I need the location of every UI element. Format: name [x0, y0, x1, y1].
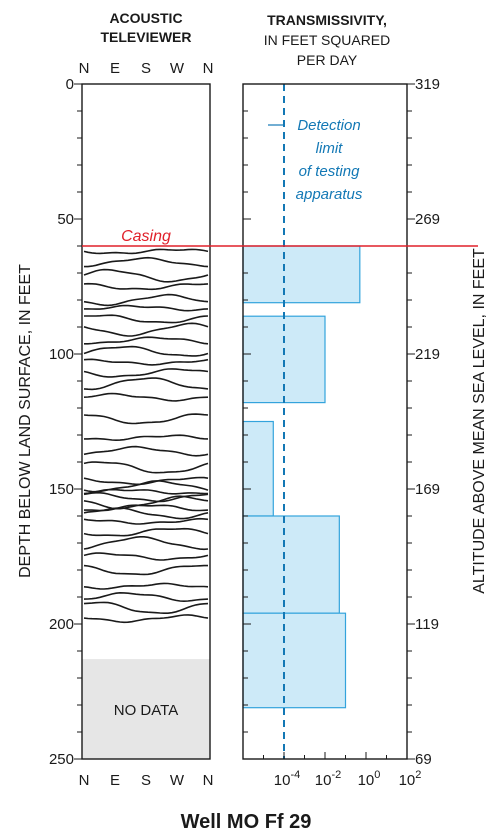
altitude-label-319: 319	[415, 76, 440, 93]
casing-label: Casing	[121, 228, 171, 245]
x-tick-label-1e0: 100	[358, 769, 381, 789]
transmissivity-title-line1: TRANSMISSIVITY,	[267, 12, 387, 28]
fracture-trace	[83, 507, 209, 520]
detection-label-line3: of testing	[299, 163, 361, 180]
compass-top-e: E	[110, 60, 120, 77]
fracture-trace	[83, 564, 208, 576]
altitude-label-269: 269	[415, 211, 440, 228]
detection-label-line4: apparatus	[296, 186, 363, 203]
fracture-trace	[84, 434, 209, 442]
depth-label-200: 200	[49, 616, 74, 633]
compass-bottom-n2: N	[203, 772, 214, 789]
fracture-trace	[83, 614, 209, 624]
fracture-trace	[83, 527, 209, 537]
fracture-trace	[83, 582, 209, 590]
transmissivity-interval-bar	[242, 515, 340, 614]
depth-label-0: 0	[66, 76, 74, 93]
fracture-trace	[83, 552, 209, 561]
axis-ticks	[74, 83, 415, 760]
depth-label-50: 50	[57, 211, 74, 228]
fracture-trace	[84, 304, 209, 312]
compass-top-n2: N	[203, 60, 214, 77]
transmissivity-interval-bar	[242, 612, 347, 709]
fracture-trace	[83, 377, 209, 391]
compass-bottom-s: S	[141, 772, 151, 789]
compass-bottom-w: W	[170, 772, 185, 789]
fracture-trace	[83, 591, 209, 603]
fracture-trace	[83, 445, 209, 457]
fracture-trace	[83, 322, 209, 337]
altitude-axis-title: ALTITUDE ABOVE MEAN SEA LEVEL, IN FEET	[471, 248, 488, 594]
depth-label-250: 250	[49, 751, 74, 768]
altitude-label-69: 69	[415, 751, 432, 768]
fracture-trace	[83, 248, 209, 255]
fracture-trace	[83, 282, 209, 291]
fracture-trace	[83, 345, 209, 357]
fracture-trace	[83, 268, 209, 283]
fracture-trace	[83, 368, 209, 378]
compass-top-n1: N	[79, 60, 90, 77]
fracture-trace	[83, 293, 209, 307]
televiewer-panel-frame	[81, 83, 211, 760]
fracture-trace	[83, 536, 209, 551]
compass-top: N E S W N	[79, 60, 214, 77]
altitude-label-219: 219	[415, 346, 440, 363]
detection-label-line1: Detection	[297, 117, 360, 134]
no-data-label: NO DATA	[114, 702, 178, 719]
fracture-trace	[84, 314, 209, 324]
fracture-trace	[83, 492, 209, 503]
depth-label-100: 100	[49, 346, 74, 363]
altitude-label-169: 169	[415, 481, 440, 498]
fracture-trace	[83, 488, 208, 495]
fracture-trace	[83, 461, 209, 474]
transmissivity-tick-labels: 10-4 10-2 100 102	[274, 769, 422, 789]
fracture-trace	[84, 256, 209, 268]
compass-bottom-e: E	[110, 772, 120, 789]
fracture-trace	[83, 476, 209, 486]
x-tick-label-1e-4: 10-4	[274, 769, 300, 789]
televiewer-title-line1: ACOUSTIC	[109, 10, 182, 26]
televiewer-title-line2: TELEVIEWER	[100, 29, 191, 45]
depth-axis-title: DEPTH BELOW LAND SURFACE, IN FEET	[17, 264, 34, 578]
compass-bottom-n1: N	[79, 772, 90, 789]
transmissivity-title-line2: IN FEET SQUARED	[264, 32, 391, 48]
fracture-trace	[84, 336, 209, 345]
fracture-trace	[83, 392, 209, 402]
fracture-trace	[83, 495, 209, 510]
fracture-trace	[83, 517, 209, 525]
figure-caption: Well MO Ff 29	[181, 811, 312, 833]
depth-tick-labels: 0 50 100 150 200 250	[49, 76, 74, 768]
no-data-region	[82, 659, 210, 759]
compass-top-w: W	[170, 60, 185, 77]
fracture-trace	[83, 413, 209, 425]
transmissivity-interval-bar	[242, 420, 274, 517]
compass-top-s: S	[141, 60, 151, 77]
fracture-trace	[83, 601, 209, 614]
detection-limit-label: Detection limit of testing apparatus	[268, 117, 363, 203]
depth-label-150: 150	[49, 481, 74, 498]
altitude-tick-labels: 319 269 219 169 119 69	[415, 76, 440, 768]
transmissivity-interval-bar	[242, 245, 361, 304]
transmissivity-title-line3: PER DAY	[297, 52, 358, 68]
transmissivity-intervals	[242, 245, 361, 709]
compass-bottom: N E S W N	[79, 772, 214, 789]
fracture-traces	[83, 248, 209, 624]
detection-label-line2: limit	[316, 140, 343, 157]
x-tick-label-1e2: 102	[399, 769, 422, 789]
altitude-label-119: 119	[415, 616, 439, 633]
x-tick-label-1e-2: 10-2	[315, 769, 341, 789]
fracture-trace	[83, 358, 209, 366]
